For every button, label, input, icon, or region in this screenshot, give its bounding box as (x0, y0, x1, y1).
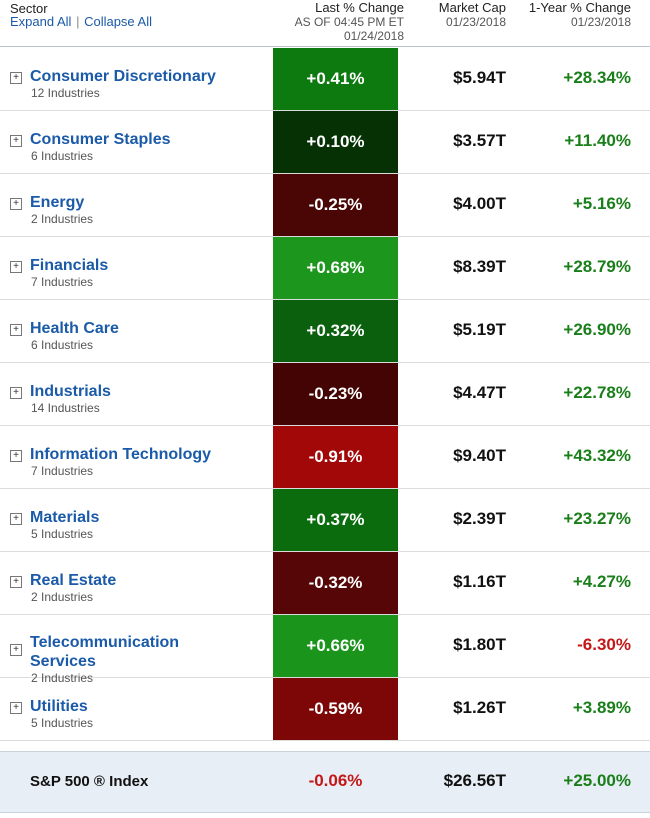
sector-industry-count: 6 Industries (31, 338, 94, 352)
sector-market-cap: $5.94T (453, 68, 506, 87)
link-separator: | (76, 14, 80, 29)
sector-industry-count: 12 Industries (31, 86, 100, 100)
year-change-column-header[interactable]: 1-Year % Change 01/23/2018 (528, 0, 631, 30)
sector-industry-count: 2 Industries (31, 671, 94, 685)
sector-year-change: +26.90% (563, 320, 631, 339)
expand-icon[interactable]: + (10, 702, 22, 714)
sector-row: + Utilities 5 Industries -0.59% $1.26T +3.89% (0, 678, 650, 741)
sector-industry-count: 6 Industries (31, 149, 94, 163)
sector-market-cap: $9.40T (453, 446, 506, 465)
sector-year-change: +43.32% (563, 446, 631, 465)
sector-year-change: +3.89% (572, 698, 631, 717)
sector-last-change-cell: +0.41% (273, 48, 398, 110)
sector-name-link[interactable]: Utilities (30, 698, 88, 715)
sector-last-change-cell: +0.66% (273, 615, 398, 677)
sector-name-link[interactable]: Real Estate (30, 572, 117, 589)
expand-icon[interactable]: + (10, 135, 22, 147)
index-year-change: +25.00% (563, 771, 631, 790)
market-cap-label: Market Cap (438, 0, 506, 15)
last-change-column-header[interactable]: Last % Change AS OF 04:45 PM ET 01/24/20… (294, 0, 404, 44)
expand-icon[interactable]: + (10, 324, 22, 336)
index-change: -0.06% (308, 771, 363, 790)
sector-row: + Industrials 14 Industries -0.23% $4.47T +22… (0, 363, 650, 426)
expand-icon[interactable]: + (10, 576, 22, 588)
expand-icon[interactable]: + (10, 644, 22, 656)
sector-row: + Information Technology 7 Industries -0.91… (0, 426, 650, 489)
index-market-cap: $26.56T (443, 771, 506, 790)
sector-market-cap: $1.80T (453, 635, 506, 654)
year-change-label: 1-Year % Change (528, 0, 631, 15)
table-header: Sector Expand All | Collapse All Last % … (0, 0, 650, 47)
sector-industry-count: 7 Industries (31, 275, 94, 289)
sector-year-change: +4.27% (572, 572, 631, 591)
sector-row: + Materials 5 Industries +0.37% $2.39T +23.27… (0, 489, 650, 552)
sector-last-change-cell: -0.23% (273, 363, 398, 425)
sector-name-link[interactable]: Consumer Staples (30, 131, 171, 148)
sector-last-change-cell: +0.68% (273, 237, 398, 299)
sector-last-change-cell: -0.91% (273, 426, 398, 488)
sector-name-link[interactable]: Health Care (30, 320, 119, 337)
sector-last-change-cell: -0.59% (273, 678, 398, 740)
sector-market-cap: $8.39T (453, 257, 506, 276)
sector-year-change: +28.79% (563, 257, 631, 276)
last-change-asof: AS OF 04:45 PM ET (294, 15, 404, 29)
last-change-label: Last % Change (315, 0, 404, 15)
expand-icon[interactable]: + (10, 72, 22, 84)
sector-name-link[interactable]: Information Technology (30, 446, 212, 463)
market-cap-date: 01/23/2018 (445, 15, 506, 29)
index-name: S&P 500 ® Index (30, 773, 149, 790)
sector-year-change: +23.27% (563, 509, 631, 528)
expand-all-link[interactable]: Expand All (10, 14, 72, 29)
sector-industry-count: 5 Industries (31, 527, 94, 541)
sector-last-change-cell: +0.32% (273, 300, 398, 362)
expand-icon[interactable]: + (10, 198, 22, 210)
expand-icon[interactable]: + (10, 450, 22, 462)
last-change-date: 01/24/2018 (343, 29, 404, 43)
sector-industry-count: 2 Industries (31, 212, 94, 226)
sector-year-change: +22.78% (563, 383, 631, 402)
sector-last-change-cell: -0.32% (273, 552, 398, 614)
sector-last-change-cell: +0.10% (273, 111, 398, 173)
sector-market-cap: $3.57T (453, 131, 506, 150)
sector-row: + Energy 2 Industries -0.25% $4.00T +5.16% (0, 174, 650, 237)
expand-icon[interactable]: + (10, 261, 22, 273)
index-summary-row: S&P 500 ® Index -0.06% $26.56T +25.00% (0, 751, 650, 813)
sector-market-cap: $1.16T (453, 572, 506, 591)
sector-year-change: +28.34% (563, 68, 631, 87)
collapse-all-link[interactable]: Collapse All (84, 14, 153, 29)
sector-name-link[interactable]: Telecommunication Services (30, 634, 180, 670)
expand-collapse-links: Expand All | Collapse All (10, 14, 152, 29)
sector-year-change: +5.16% (572, 194, 631, 213)
sector-name-link[interactable]: Materials (30, 509, 100, 526)
sector-row: + Real Estate 2 Industries -0.32% $1.16T +4.2… (0, 552, 650, 615)
sector-column-header: Sector (10, 1, 48, 16)
sector-industry-count: 2 Industries (31, 590, 94, 604)
year-change-date: 01/23/2018 (570, 15, 631, 29)
sector-market-cap: $4.47T (453, 383, 506, 402)
sector-industry-count: 5 Industries (31, 716, 94, 730)
sector-row: + Health Care 6 Industries +0.32% $5.19T +26.… (0, 300, 650, 363)
sector-industry-count: 14 Industries (31, 401, 100, 415)
sector-market-cap: $5.19T (453, 320, 506, 339)
sector-name-link[interactable]: Consumer Discretionary (30, 68, 216, 85)
expand-icon[interactable]: + (10, 387, 22, 399)
sector-row: + Consumer Discretionary 12 Industries +0.4… (0, 48, 650, 111)
sector-industry-count: 7 Industries (31, 464, 94, 478)
sector-market-cap: $2.39T (453, 509, 506, 528)
sector-market-cap: $1.26T (453, 698, 506, 717)
sector-name-link[interactable]: Industrials (30, 383, 111, 400)
sector-year-change: -6.30% (577, 635, 631, 654)
sector-row: + Financials 7 Industries +0.68% $8.39T +28.7… (0, 237, 650, 300)
sector-year-change: +11.40% (564, 131, 631, 150)
market-cap-column-header[interactable]: Market Cap 01/23/2018 (438, 0, 506, 30)
sector-last-change-cell: +0.37% (273, 489, 398, 551)
sector-market-cap: $4.00T (453, 194, 506, 213)
sector-row: + Telecommunication Services 2 Industries +… (0, 615, 650, 685)
sector-last-change-cell: -0.25% (273, 174, 398, 236)
sector-name-link[interactable]: Energy (30, 194, 85, 211)
expand-icon[interactable]: + (10, 513, 22, 525)
sector-row: + Consumer Staples 6 Industries +0.10% $3.57… (0, 111, 650, 174)
sector-name-link[interactable]: Financials (30, 257, 109, 274)
